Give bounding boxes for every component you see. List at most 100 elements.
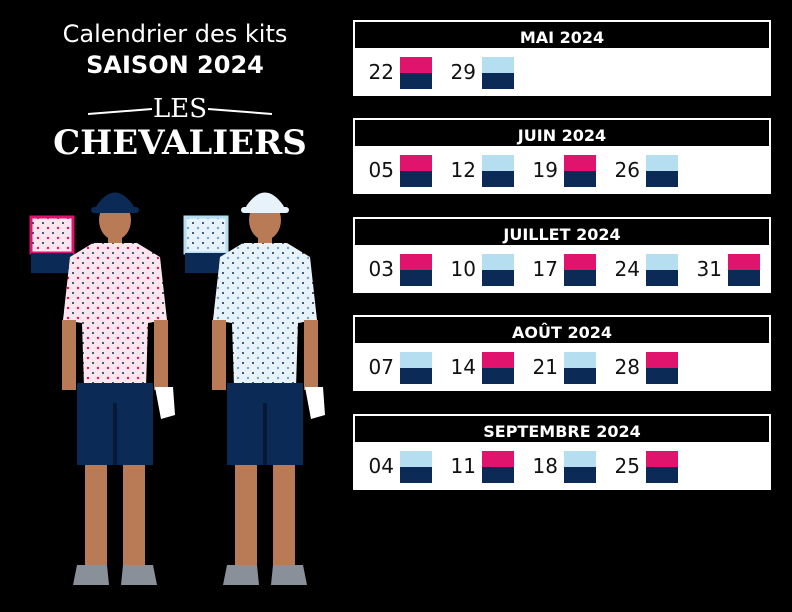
day-number: 24 [614,257,640,281]
kit-shirt-color [564,352,596,368]
day-number: 14 [450,355,476,379]
day-number: 28 [614,355,640,379]
page-header: Calendrier des kits SAISON 2024 [30,18,320,80]
kit-color-swatch [400,254,432,286]
kit-figures [29,192,325,585]
kit-shorts-color [400,73,432,89]
kit-shirt-color [646,254,678,270]
day-number: 12 [450,158,476,182]
kit-shorts-color [646,467,678,483]
kit-shorts-color [400,467,432,483]
kit-shirt-color [564,254,596,270]
kit-color-swatch [564,254,596,286]
kit-shirt-color [400,352,432,368]
kit-shirt-color [482,57,514,73]
kit-shirt-color [646,155,678,171]
month-may: MAI 2024 22 29 [353,20,771,96]
blue-kit-swatch [183,215,229,273]
kit-color-swatch [646,155,678,187]
logo-big-text: CHEVALIERS [53,123,307,163]
kit-color-swatch [564,155,596,187]
kit-color-swatch [646,254,678,286]
month-days: 04 11 18 25 [353,444,771,490]
kit-shirt-color [728,254,760,270]
day-number: 04 [368,454,394,478]
day-number: 11 [450,454,476,478]
kit-shorts-color [564,270,596,286]
kit-shorts-color [400,270,432,286]
kit-shorts-color [482,467,514,483]
kit-color-swatch [482,155,514,187]
kit-color-swatch [728,254,760,286]
kit-color-swatch [482,57,514,89]
kit-shirt-color [400,155,432,171]
kit-shorts-color [482,368,514,384]
kit-color-swatch [482,451,514,483]
golfer-pink-kit [62,192,175,585]
kit-shirt-color [400,451,432,467]
kit-shirt-color [564,155,596,171]
day-number: 25 [614,454,640,478]
kit-color-swatch [400,451,432,483]
kit-color-swatch [646,352,678,384]
kit-shirt-color [646,451,678,467]
logo-small-text: LES [153,94,207,124]
kit-shorts-color [646,171,678,187]
golfer-blue-kit [212,192,325,585]
month-august: AOÛT 2024 07 14 21 28 [353,315,771,391]
les-chevaliers-logo: LES CHEVALIERS [53,94,307,163]
day-number: 18 [532,454,558,478]
kit-shorts-color [646,270,678,286]
month-title: AOÛT 2024 [353,315,771,345]
kit-shorts-color [646,368,678,384]
kit-color-swatch [400,57,432,89]
kit-shorts-color [564,171,596,187]
kit-shorts-color [482,171,514,187]
month-days: 05 12 19 26 [353,148,771,194]
kit-shorts-color [728,270,760,286]
month-title: MAI 2024 [353,20,771,50]
month-title: JUIN 2024 [353,118,771,148]
day-number: 10 [450,257,476,281]
month-days: 22 29 [353,50,771,96]
kit-shirt-color [564,451,596,467]
kit-color-swatch [400,352,432,384]
month-september: SEPTEMBRE 2024 04 11 18 25 [353,414,771,490]
kit-shorts-color [564,467,596,483]
kit-shorts-color [482,73,514,89]
month-title: JUILLET 2024 [353,217,771,247]
kit-shirt-color [400,57,432,73]
day-number: 26 [614,158,640,182]
month-days: 07 14 21 28 [353,345,771,391]
kit-shorts-color [482,270,514,286]
month-days: 03 10 17 24 31 [353,247,771,293]
kit-shirt-color [646,352,678,368]
month-title: SEPTEMBRE 2024 [353,414,771,444]
kit-color-swatch [564,451,596,483]
kit-shorts-color [400,368,432,384]
day-number: 29 [450,60,476,84]
kit-color-swatch [482,254,514,286]
kit-shirt-color [482,155,514,171]
kit-color-swatch [564,352,596,384]
month-june: JUIN 2024 05 12 19 26 [353,118,771,194]
page-subtitle: SAISON 2024 [86,51,264,79]
day-number: 21 [532,355,558,379]
day-number: 03 [368,257,394,281]
page-title: Calendrier des kits [62,20,288,48]
kit-shirt-color [482,451,514,467]
kit-shirt-color [400,254,432,270]
day-number: 22 [368,60,394,84]
kit-shorts-color [400,171,432,187]
month-july: JUILLET 2024 03 10 17 24 31 [353,217,771,293]
day-number: 07 [368,355,394,379]
day-number: 31 [696,257,722,281]
kit-color-swatch [482,352,514,384]
kit-color-swatch [400,155,432,187]
kit-shorts-color [564,368,596,384]
kit-color-swatch [646,451,678,483]
kit-shirt-color [482,352,514,368]
day-number: 05 [368,158,394,182]
pink-kit-swatch [29,215,75,273]
kit-shirt-color [482,254,514,270]
